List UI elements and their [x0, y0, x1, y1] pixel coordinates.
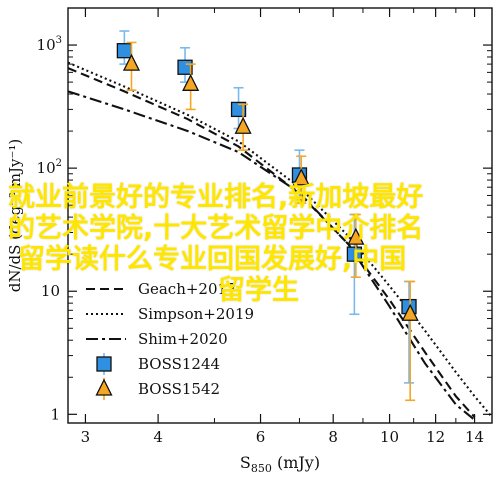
y-tick-label-10: 10 — [41, 282, 60, 300]
boss1244-point-1 — [116, 43, 133, 59]
legend: Geach+2017 Simpson+2019 Shim+2020 BOSS1244 B… — [86, 280, 254, 400]
x-tick-label-14: 14 — [465, 428, 484, 446]
boss1244-point-5 — [346, 246, 363, 262]
legend-label-shim-2020: Shim+2020 — [138, 330, 228, 348]
model-curves — [68, 61, 492, 421]
x-tick-label-8: 8 — [328, 428, 338, 446]
watermark-line-1: 就业前景好的专业排名,新加坡最好 — [8, 182, 424, 213]
boss1542-point-5 — [347, 227, 365, 245]
y-tick-label-1: 1 — [50, 405, 60, 423]
watermark-line-2: 的艺术学院,十大艺术留学中介排名 — [8, 213, 424, 244]
legend-label-boss1542: BOSS1542 — [138, 380, 220, 398]
legend-label-geach-2017: Geach+2017 — [138, 280, 237, 298]
boss1542-point-6 — [401, 303, 419, 321]
x-tick-label-6: 6 — [256, 428, 266, 446]
plot-frame — [67, 7, 493, 424]
axes: 3 4 6 8 10 12 14 1 10 102 103 S850 (mJy) dN/dS (deg⁻… — [6, 7, 493, 475]
x-tick-label-10: 10 — [380, 428, 399, 446]
boss1542-point-2 — [182, 73, 200, 91]
data-points — [116, 30, 419, 402]
legend-label-simpson-2019: Simpson+2019 — [138, 305, 254, 323]
x-tick-label-4: 4 — [153, 428, 163, 446]
boss1542-point-1 — [122, 53, 141, 71]
x-tick-label-12: 12 — [426, 428, 445, 446]
watermark-line-4: 留学生 — [218, 275, 299, 306]
legend-label-boss1244: BOSS1244 — [138, 355, 220, 373]
curve-shim-2020 — [68, 90, 476, 421]
legend-swatch-boss1244 — [96, 356, 112, 372]
legend-swatch-boss1542 — [95, 378, 113, 396]
boss1542-point-3 — [234, 116, 252, 134]
boss1542-point-4 — [292, 168, 310, 186]
boss1244-point-3 — [230, 101, 247, 118]
watermark-line-3: 留学读什么专业回国发展好,中国 — [18, 244, 407, 275]
x-tick-label-3: 3 — [81, 428, 91, 446]
y-tick-label-100: 102 — [37, 158, 62, 177]
y-tick-label-1000: 103 — [37, 35, 62, 54]
x-axis-label: S850 (mJy) — [240, 453, 320, 475]
curve-geach-2017 — [68, 67, 476, 418]
y-axis-label: dN/dS (deg⁻² mJy⁻¹) — [6, 139, 24, 293]
